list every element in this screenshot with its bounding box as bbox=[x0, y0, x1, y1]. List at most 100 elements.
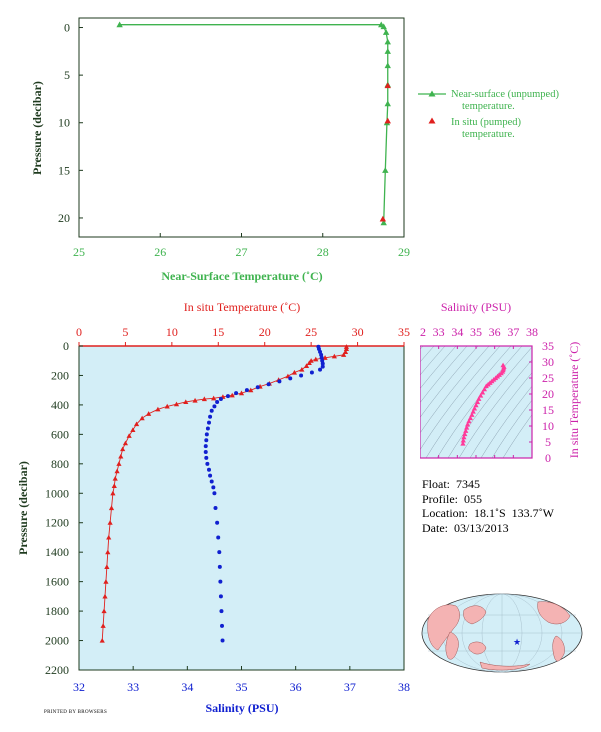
salinity-point bbox=[234, 391, 239, 396]
temperature-point bbox=[139, 415, 145, 421]
density-contours bbox=[420, 346, 532, 458]
temperature-point bbox=[248, 387, 254, 393]
chart3-ticks: 32 33 34 35 36 37 38 0 5 10 15 20 25 30 35 bbox=[420, 325, 554, 465]
ts-x-tick-label: 37 bbox=[507, 325, 519, 339]
chart3-background bbox=[420, 346, 532, 458]
ts-point bbox=[481, 386, 487, 392]
temperature-point bbox=[341, 352, 347, 357]
salinity-point bbox=[318, 367, 323, 372]
salinity-point bbox=[320, 361, 325, 366]
density-contour bbox=[447, 346, 532, 458]
temperature-point bbox=[116, 461, 122, 466]
salinity-tick-label: 32 bbox=[73, 680, 85, 694]
density-contour bbox=[420, 346, 435, 363]
ts-point bbox=[470, 409, 476, 414]
ts-point bbox=[460, 441, 466, 446]
temperature-point bbox=[133, 421, 140, 427]
point-pumped bbox=[379, 215, 387, 222]
point-unpumped bbox=[384, 38, 391, 45]
profile-label: Profile: bbox=[422, 491, 458, 506]
temperature-point bbox=[299, 366, 305, 372]
temperature-tick-label: 20 bbox=[259, 325, 271, 339]
x-tick-label: 29 bbox=[398, 245, 410, 259]
point-unpumped bbox=[382, 29, 390, 35]
salinity-point bbox=[207, 420, 211, 425]
chart1-series bbox=[116, 21, 391, 226]
temperature-point bbox=[331, 353, 337, 359]
date-row: Date: 03/13/2013 bbox=[422, 521, 554, 536]
ts-point bbox=[462, 431, 468, 437]
salinity-point bbox=[209, 479, 214, 484]
salinity-point bbox=[205, 461, 210, 466]
salinity-point bbox=[216, 535, 221, 540]
pressure-tick-label: 1400 bbox=[45, 545, 69, 559]
profile-row: Profile: 055 bbox=[422, 492, 554, 507]
salinity-point bbox=[219, 609, 224, 614]
ts-y-tick-label: 10 bbox=[542, 419, 554, 433]
point-unpumped bbox=[384, 48, 391, 54]
salinity-point bbox=[204, 438, 209, 443]
salinity-point bbox=[266, 382, 271, 387]
temperature-point bbox=[211, 395, 217, 401]
ts-x-tick-label: 35 bbox=[470, 325, 482, 339]
temperature-point bbox=[229, 392, 235, 398]
salinity-point bbox=[208, 473, 213, 478]
density-contour bbox=[420, 346, 501, 451]
temperature-point bbox=[99, 637, 105, 643]
temperature-point bbox=[104, 564, 110, 569]
ts-x-tick-label: 32 bbox=[420, 325, 426, 339]
density-contour bbox=[420, 346, 457, 390]
point-pumped bbox=[384, 82, 391, 89]
salinity-point bbox=[217, 564, 222, 569]
ts-x-tick-label: 34 bbox=[451, 325, 463, 339]
ts-point bbox=[469, 412, 475, 417]
pressure-tick-label: 2000 bbox=[45, 634, 69, 648]
chart3-series bbox=[460, 362, 507, 446]
temperature-tick-label: 10 bbox=[166, 325, 178, 339]
salinity-point bbox=[203, 444, 208, 449]
pressure-tick-label: 800 bbox=[51, 457, 69, 471]
chart1-ylabel: Pressure (decibar) bbox=[30, 81, 44, 175]
ts-point bbox=[466, 418, 472, 424]
chart3-ylabel: In situ Temperature (˚C) bbox=[567, 342, 581, 459]
ts-y-tick-label: 5 bbox=[545, 435, 551, 449]
ts-y-tick-label: 0 bbox=[545, 451, 551, 465]
ts-y-tick-label: 35 bbox=[542, 339, 554, 353]
salinity-point bbox=[203, 450, 208, 455]
temperature-point bbox=[108, 505, 115, 511]
salinity-point bbox=[225, 394, 230, 399]
temperature-point bbox=[118, 453, 124, 459]
temperature-point bbox=[201, 396, 207, 402]
ts-point bbox=[465, 421, 471, 427]
temperature-point bbox=[102, 593, 108, 599]
salinity-point bbox=[204, 455, 209, 460]
density-contour bbox=[458, 359, 532, 458]
y-tick-label: 20 bbox=[58, 211, 70, 225]
profile-value: 055 bbox=[464, 491, 482, 506]
ts-point bbox=[463, 428, 469, 433]
ts-y-tick-label: 20 bbox=[542, 387, 554, 401]
ts-point bbox=[474, 399, 481, 405]
temperature-point bbox=[111, 483, 117, 488]
location-label: Location: bbox=[422, 506, 468, 520]
y-tick-label: 5 bbox=[64, 68, 70, 82]
chart1-ticks: 25 26 27 28 29 0 5 10 15 20 bbox=[58, 21, 410, 259]
x-tick-label: 27 bbox=[236, 245, 248, 259]
temperature-point bbox=[101, 608, 107, 614]
legend-label-pumped: In situ (pumped) temperature. bbox=[451, 117, 521, 140]
temperature-point bbox=[238, 390, 245, 396]
temperature-point bbox=[122, 440, 129, 446]
map-float-marker-icon: ★ bbox=[513, 637, 521, 647]
pressure-tick-label: 400 bbox=[51, 398, 69, 412]
location-value: 18.1˚S 133.7˚W bbox=[473, 506, 554, 520]
temperature-tick-label: 25 bbox=[305, 325, 317, 339]
salinity-point bbox=[208, 414, 213, 419]
ts-point bbox=[467, 415, 473, 421]
date-value: 03/13/2013 bbox=[454, 520, 509, 535]
density-contour bbox=[436, 346, 523, 458]
chart2-series bbox=[99, 344, 350, 643]
temperature-point bbox=[100, 623, 106, 628]
point-unpumped bbox=[380, 219, 387, 226]
temperature-point bbox=[120, 446, 126, 452]
temperature-point bbox=[313, 356, 319, 362]
